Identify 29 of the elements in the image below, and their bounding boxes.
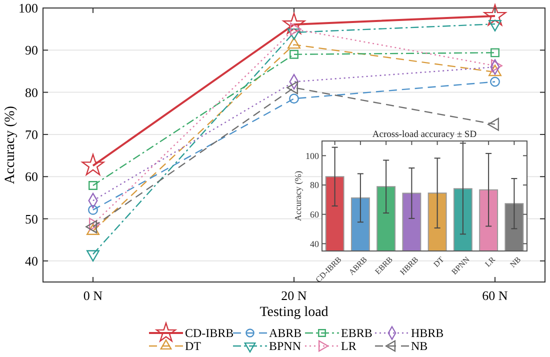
x-tick-label: NB [508,255,523,270]
legend-label: NB [411,339,428,354]
y-tick-label: 80 [310,180,320,190]
y-tick-label: 40 [25,253,38,268]
x-tick-label: 60 N [482,288,508,303]
legend-label: HBRB [411,326,444,340]
x-tick-label: 20 N [281,288,308,303]
legend-label: ABRB [269,326,302,340]
y-tick-label: 60 [25,169,38,184]
legend-label: BPNN [269,339,302,354]
x-tick-label: LR [483,254,498,269]
x-tick-label: DT [432,254,446,269]
y-tick-label: 100 [306,150,320,161]
y-tick-label: 60 [310,209,320,220]
x-tick-label: 0 N [83,288,104,303]
y-tick-label: 90 [25,42,38,58]
y-tick-label: 100 [18,0,38,16]
y-axis-title: Accuracy (%) [293,170,303,222]
legend-label: LR [341,339,356,354]
legend-label: DT [185,339,202,354]
y-tick-label: 50 [25,211,38,226]
y-tick-label: 80 [25,84,38,100]
x-axis-title: Testing load [260,305,328,320]
y-tick-label: 70 [25,127,38,142]
legend-label: CD-IBRB [185,326,234,340]
y-tick-label: 40 [310,238,320,249]
legend-label: EBRB [341,326,372,340]
chart-title: Across-load accuracy ± SD [372,130,477,140]
y-axis-title: Accuracy (%) [3,106,18,184]
